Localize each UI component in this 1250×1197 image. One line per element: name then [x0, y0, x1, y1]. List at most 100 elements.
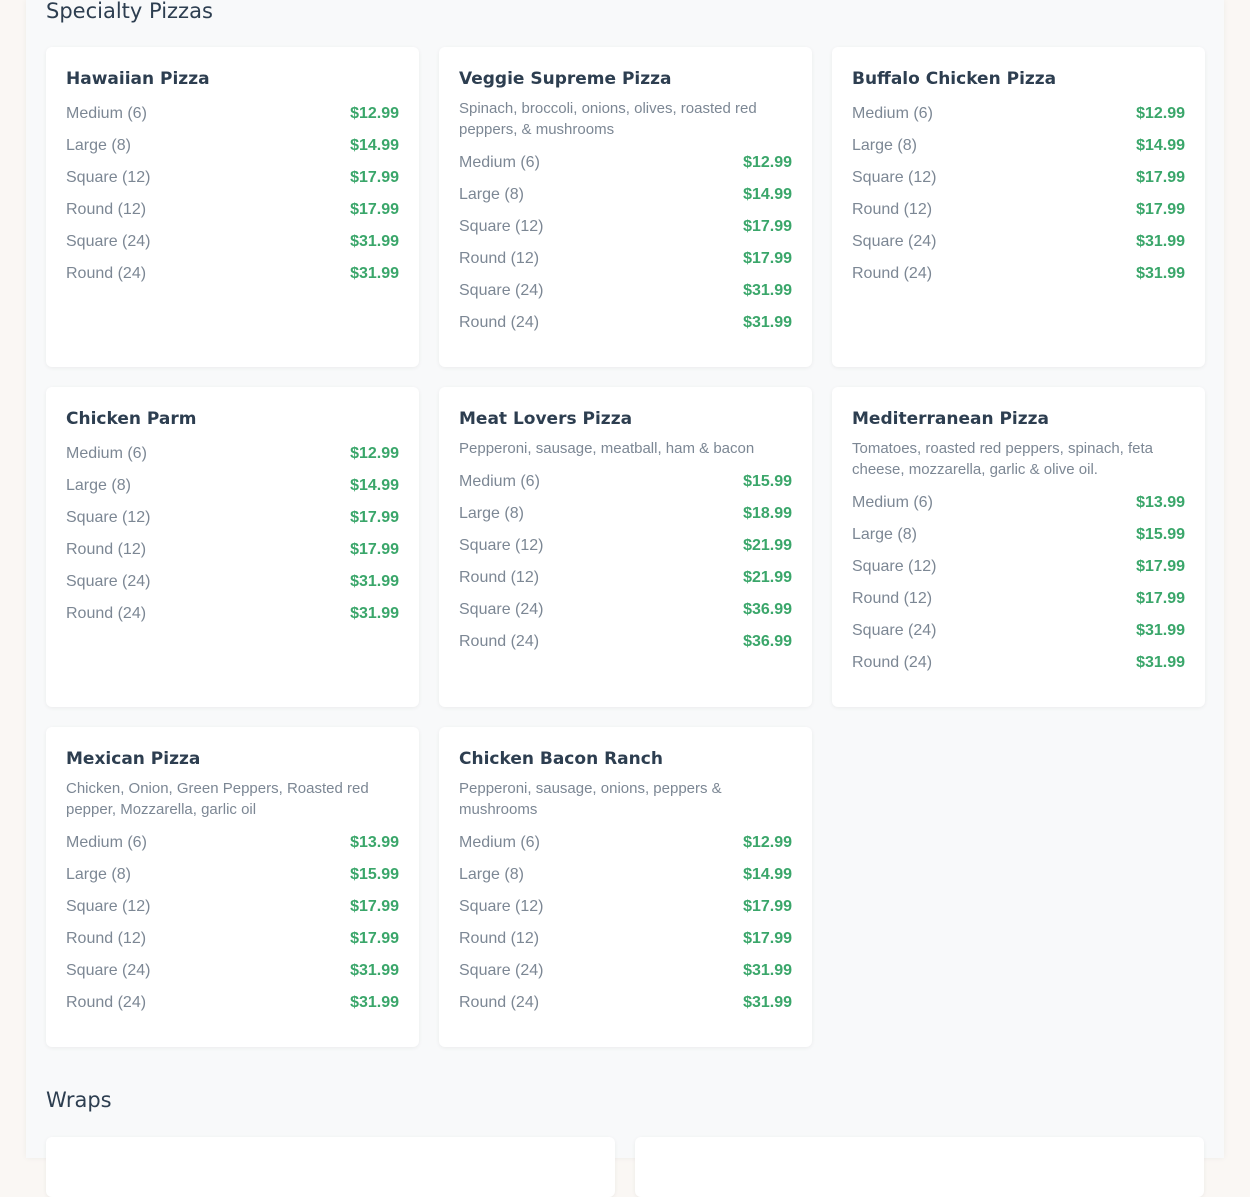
- price-value: $17.99: [350, 201, 399, 218]
- price-row: Round (24) $31.99: [66, 987, 399, 1019]
- price-value: $17.99: [350, 898, 399, 915]
- size-label: Square (12): [66, 898, 151, 915]
- size-label: Square (24): [459, 601, 544, 618]
- price-row: Large (8) $15.99: [852, 519, 1185, 551]
- price-row: Medium (6) $12.99: [459, 147, 792, 179]
- pizza-description: Chicken, Onion, Green Peppers, Roasted r…: [66, 780, 369, 818]
- size-label: Round (24): [852, 654, 933, 671]
- price-value: $18.99: [743, 505, 792, 522]
- pizza-name: Buffalo Chicken Pizza: [852, 69, 1057, 89]
- price-row: Square (24) $31.99: [66, 955, 399, 987]
- size-label: Round (12): [459, 930, 540, 947]
- price-value: $31.99: [743, 962, 792, 979]
- price-row: Square (12) $17.99: [459, 891, 792, 923]
- price-row: Round (12) $17.99: [852, 583, 1185, 615]
- size-label: Medium (6): [852, 494, 933, 511]
- size-label: Large (8): [66, 137, 131, 154]
- price-row: Large (8) $14.99: [459, 859, 792, 891]
- price-value: $17.99: [743, 250, 792, 267]
- size-label: Round (24): [66, 994, 147, 1011]
- price-value: $31.99: [743, 314, 792, 331]
- price-value: $17.99: [1136, 558, 1185, 575]
- price-list: Medium (6) $15.99 Large (8) $18.99 Squar…: [459, 466, 792, 658]
- pizza-grid: Hawaiian Pizza Medium (6) $12.99 Large (…: [46, 47, 1205, 1047]
- price-value: $15.99: [1136, 526, 1185, 543]
- size-label: Round (12): [459, 569, 540, 586]
- pizza-card: Meat Lovers Pizza Pepperoni, sausage, me…: [439, 387, 812, 707]
- size-label: Square (12): [459, 218, 544, 235]
- price-value: $13.99: [350, 834, 399, 851]
- pizza-name: Mediterranean Pizza: [852, 409, 1050, 429]
- size-label: Large (8): [459, 505, 524, 522]
- price-row: Square (12) $21.99: [459, 530, 792, 562]
- price-value: $14.99: [743, 866, 792, 883]
- price-value: $17.99: [350, 930, 399, 947]
- price-list: Medium (6) $12.99 Large (8) $14.99 Squar…: [459, 147, 792, 339]
- price-value: $31.99: [350, 233, 399, 250]
- size-label: Square (12): [459, 898, 544, 915]
- specialty-pizzas-heading: Specialty Pizzas: [46, 0, 213, 23]
- pizza-name: Hawaiian Pizza: [66, 69, 210, 89]
- wrap-card: [635, 1137, 1204, 1197]
- price-list: Medium (6) $12.99 Large (8) $14.99 Squar…: [459, 827, 792, 1019]
- price-row: Large (8) $18.99: [459, 498, 792, 530]
- price-row: Square (24) $31.99: [459, 955, 792, 987]
- price-row: Round (12) $17.99: [459, 243, 792, 275]
- size-label: Square (24): [459, 282, 544, 299]
- size-label: Large (8): [66, 477, 131, 494]
- pizza-name: Mexican Pizza: [66, 749, 201, 769]
- size-label: Large (8): [66, 866, 131, 883]
- price-row: Round (12) $17.99: [66, 194, 399, 226]
- price-value: $17.99: [1136, 590, 1185, 607]
- pizza-description: Pepperoni, sausage, onions, peppers & mu…: [459, 780, 722, 818]
- price-value: $17.99: [1136, 201, 1185, 218]
- price-value: $31.99: [743, 282, 792, 299]
- price-value: $31.99: [350, 994, 399, 1011]
- size-label: Round (12): [66, 541, 147, 558]
- pizza-card: Hawaiian Pizza Medium (6) $12.99 Large (…: [46, 47, 419, 367]
- size-label: Square (12): [852, 558, 937, 575]
- size-label: Square (24): [66, 962, 151, 979]
- price-row: Round (24) $31.99: [66, 258, 399, 290]
- wrap-card: [46, 1137, 615, 1197]
- price-value: $31.99: [1136, 233, 1185, 250]
- pizza-description: Spinach, broccoli, onions, olives, roast…: [459, 100, 757, 138]
- price-value: $31.99: [1136, 622, 1185, 639]
- price-row: Large (8) $14.99: [66, 470, 399, 502]
- menu-page: Specialty Pizzas Hawaiian Pizza Medium (…: [26, 0, 1224, 1197]
- size-label: Round (24): [459, 633, 540, 650]
- pizza-card: Chicken Bacon Ranch Pepperoni, sausage, …: [439, 727, 812, 1047]
- pizza-card: Mexican Pizza Chicken, Onion, Green Pepp…: [46, 727, 419, 1047]
- size-label: Medium (6): [459, 154, 540, 171]
- price-value: $17.99: [350, 509, 399, 526]
- price-value: $14.99: [1136, 137, 1185, 154]
- price-value: $36.99: [743, 601, 792, 618]
- price-list: Medium (6) $12.99 Large (8) $14.99 Squar…: [66, 438, 399, 630]
- size-label: Square (12): [66, 169, 151, 186]
- price-list: Medium (6) $13.99 Large (8) $15.99 Squar…: [66, 827, 399, 1019]
- price-value: $36.99: [743, 633, 792, 650]
- price-row: Medium (6) $13.99: [852, 487, 1185, 519]
- size-label: Medium (6): [66, 834, 147, 851]
- size-label: Large (8): [852, 526, 917, 543]
- size-label: Round (12): [852, 590, 933, 607]
- price-row: Round (24) $31.99: [852, 647, 1185, 679]
- size-label: Square (24): [852, 622, 937, 639]
- price-row: Large (8) $14.99: [852, 130, 1185, 162]
- size-label: Round (24): [459, 994, 540, 1011]
- price-value: $31.99: [350, 962, 399, 979]
- size-label: Round (24): [66, 605, 147, 622]
- size-label: Medium (6): [852, 105, 933, 122]
- price-row: Round (24) $36.99: [459, 626, 792, 658]
- price-row: Large (8) $14.99: [66, 130, 399, 162]
- price-value: $31.99: [350, 573, 399, 590]
- price-value: $17.99: [743, 218, 792, 235]
- price-value: $17.99: [743, 898, 792, 915]
- size-label: Square (24): [459, 962, 544, 979]
- price-value: $17.99: [1136, 169, 1185, 186]
- size-label: Square (24): [852, 233, 937, 250]
- size-label: Round (12): [459, 250, 540, 267]
- price-row: Square (12) $17.99: [852, 162, 1185, 194]
- size-label: Round (12): [852, 201, 933, 218]
- price-value: $13.99: [1136, 494, 1185, 511]
